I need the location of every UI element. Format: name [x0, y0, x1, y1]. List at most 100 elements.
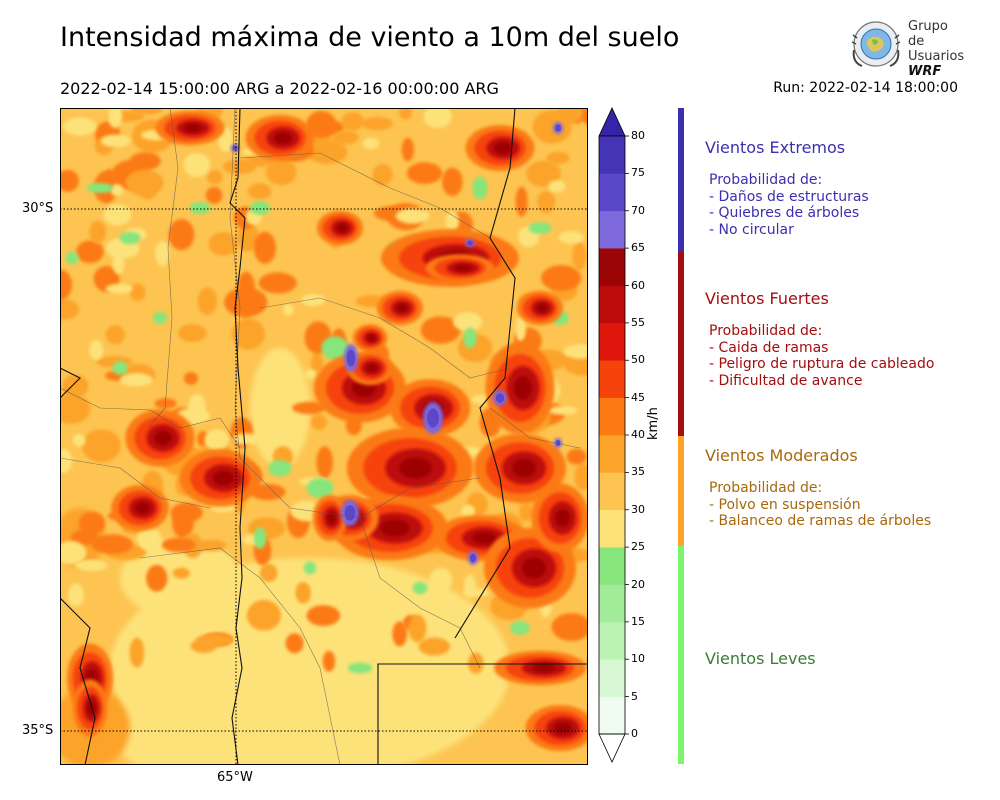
field-orange-cell [572, 241, 587, 271]
field-strong-core [213, 470, 234, 486]
field-orange-cell [557, 108, 583, 124]
field-orange-cell [258, 272, 297, 294]
field-orange-cell [401, 137, 414, 162]
field-light-wind [321, 336, 349, 360]
field-orange-cell [246, 599, 282, 631]
colorbar-tick-label: 55 [631, 315, 645, 329]
field-orange-cell [168, 219, 195, 251]
field-light-wind [472, 176, 488, 200]
run-time: Run: 2022-02-14 18:00:00 [773, 80, 958, 96]
colorbar-segment [599, 285, 625, 324]
field-pale-cell [362, 137, 380, 150]
field-orange-cell [70, 529, 99, 546]
field-light-wind [463, 327, 477, 349]
category-title-extreme: Vientos Extremos [705, 138, 846, 157]
field-orange-cell [146, 564, 168, 592]
field-pale-cell [283, 303, 294, 316]
field-strong-core [380, 519, 410, 537]
field-strong-core [399, 457, 432, 479]
field-orange-cell [205, 186, 223, 204]
field-orange-cell [224, 287, 268, 317]
field-orange-cell [89, 221, 107, 244]
field-orange-cell [420, 316, 461, 344]
colorbar-segment [599, 210, 625, 249]
globe-icon [851, 21, 901, 67]
category-line: - Daños de estructuras [709, 188, 869, 205]
field-light-wind [253, 527, 267, 549]
field-extreme-core [470, 553, 476, 563]
category-lines-moderate: Probabilidad de: - Polvo en suspensión -… [709, 480, 931, 530]
field-orange-cell [406, 162, 443, 185]
field-orange-cell [197, 287, 218, 315]
field-orange-cell [408, 614, 427, 643]
field-light-wind [303, 561, 317, 575]
field-pale-cell [464, 574, 477, 599]
colorbar-extend-top [598, 107, 626, 137]
field-pale-cell [304, 369, 317, 380]
colorbar-tick-label: 80 [631, 129, 645, 142]
field-pale-cell [453, 312, 483, 332]
field-extreme-core [344, 505, 356, 521]
field-extreme-core [495, 393, 505, 403]
colorbar-tick-label: 40 [631, 428, 645, 441]
field-orange-cell [467, 652, 484, 674]
field-pale-cell [563, 344, 588, 359]
map-frame [60, 108, 588, 765]
category-line: - Quiebres de árboles [709, 205, 860, 221]
field-extreme-core [427, 408, 439, 428]
field-strong-core [184, 123, 202, 133]
field-pale-cell [515, 316, 526, 342]
field-strong-core [532, 663, 556, 673]
field-pale-cell [548, 180, 566, 193]
field-pale-cell [188, 393, 206, 421]
field-orange-cell [306, 605, 341, 627]
field-pale-cell [110, 184, 124, 197]
field-pale-cell [108, 108, 123, 128]
field-pale-cell [100, 134, 131, 148]
field-extreme-core [467, 240, 473, 246]
category-line: - Balanceo de ramas de árboles [709, 513, 932, 529]
field-orange-cell [519, 502, 533, 522]
field-strong-core [154, 430, 172, 446]
category-lines-extreme: Probabilidad de: - Daños de estructuras … [709, 172, 869, 238]
field-orange-cell [311, 414, 327, 430]
field-orange-cell [129, 637, 145, 668]
field-orange-cell [81, 429, 121, 463]
field-extreme-core [346, 349, 356, 367]
colorbar-segment [599, 322, 625, 361]
category-title-moderate: Vientos Moderados [705, 446, 858, 465]
field-orange-cell [154, 398, 177, 409]
colorbar-segment [599, 360, 625, 398]
field-orange-cell [231, 318, 265, 350]
field-light-wind [347, 662, 373, 674]
field-light-wind [510, 620, 530, 636]
field-orange-cell [206, 170, 223, 185]
field-pale-cell [74, 559, 108, 571]
field-orange-cell [183, 371, 198, 385]
logo-line3: WRF [908, 64, 942, 79]
field-light-wind [268, 459, 292, 477]
lon-label-65w: 65°W [217, 770, 253, 785]
field-orange-cell [392, 621, 408, 647]
field-strong-core [522, 557, 546, 579]
colorbar-extend-bottom [598, 733, 626, 763]
field-pale-cell [232, 433, 261, 445]
field-orange-cell [515, 186, 528, 217]
field-orange-cell [178, 324, 207, 343]
field-pale-cell [423, 108, 453, 128]
legend-bar-moderate [678, 436, 684, 546]
field-extreme-core [555, 124, 561, 132]
field-orange-cell [546, 152, 570, 165]
date-range: 2022-02-14 15:00:00 ARG a 2022-02-16 00:… [60, 79, 499, 98]
field-pale-cell [60, 541, 87, 565]
field-light-wind [119, 231, 141, 245]
colorbar-segment [599, 621, 625, 660]
field-orange-cell [361, 116, 393, 131]
field-orange-cell [76, 240, 104, 264]
field-orange-cell [129, 283, 146, 302]
field-pale-cell [72, 434, 86, 447]
field-orange-cell [292, 401, 326, 415]
field-strong-core [274, 132, 292, 144]
field-pale-cell [183, 152, 211, 178]
logo-line1: Grupo de [908, 19, 948, 49]
